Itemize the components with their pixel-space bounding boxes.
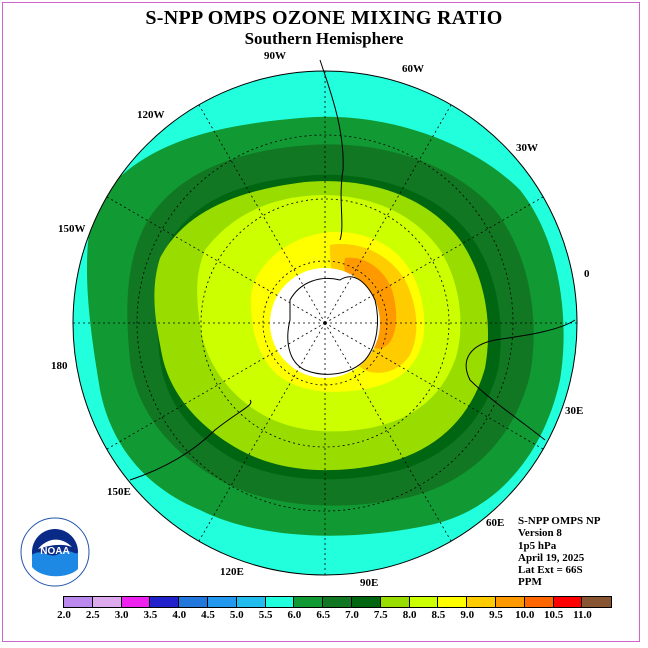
lon-label-60w: 60W [402, 63, 424, 75]
colorbar-cell [524, 597, 554, 607]
lon-label-60e: 60E [486, 517, 505, 529]
info-date: April 19, 2025 [518, 551, 585, 564]
colorbar-cell [495, 597, 525, 607]
colorbar-tick-labels: 2.0 2.5 3.0 3.5 4.0 4.5 5.0 5.5 6.0 6.5 7.0 7.5 8.0 8… [0, 609, 648, 623]
colorbar-cell [438, 597, 468, 607]
colorbar-cell [294, 597, 324, 607]
page-frame [2, 2, 640, 642]
lon-label-120w: 120W [137, 109, 165, 121]
colorbar-cell [92, 597, 122, 607]
colorbar-cell [380, 597, 410, 607]
colorbar-tick-label: 9.5 [489, 609, 503, 621]
info-panel: S-NPP OMPS NP Version 8 1p5 hPa April 19… [518, 515, 601, 589]
antarctica-coast [287, 276, 379, 375]
info-level: 1p5 hPa [518, 539, 557, 552]
africa-coast [465, 319, 576, 441]
info-instrument: S-NPP OMPS NP [518, 515, 601, 527]
info-units: PPM [518, 576, 542, 589]
colorbar-cell [150, 597, 180, 607]
colorbar-cell [409, 597, 439, 607]
colorbar-tick-label: 10.5 [543, 609, 564, 621]
colorbar-cell [323, 597, 352, 607]
australia-coast [129, 399, 252, 481]
lon-label-150w: 150W [58, 223, 86, 235]
logo-text: NOAA [40, 546, 69, 557]
south-america-coast [319, 59, 344, 241]
colorbar-tick-label: 6.0 [287, 609, 302, 621]
graticule [73, 71, 577, 575]
colorbar-tick-label: 7.5 [373, 609, 388, 621]
colorbar-tick-label: 5.5 [258, 609, 273, 621]
colorbar-tick-label: 4.0 [172, 609, 187, 621]
colorbar-cell [582, 597, 612, 607]
colorbar-cell [64, 597, 93, 607]
colorbar-tick-label: 5.0 [229, 609, 244, 621]
colorbar-cell [553, 597, 583, 607]
lon-label-90e: 90E [360, 577, 379, 589]
map-border [72, 70, 578, 576]
lon-label-180: 180 [51, 360, 68, 372]
lon-label-30e: 30E [565, 405, 584, 417]
colorbar-cell [207, 597, 237, 607]
info-lat-ext: Lat Ext = 66S [518, 564, 583, 577]
colorbar-tick-label: 3.5 [143, 609, 158, 621]
lon-label-0: 0 [584, 268, 590, 280]
map-subtitle: Southern Hemisphere [244, 29, 404, 48]
map-title: S-NPP OMPS OZONE MIXING RATIO [145, 7, 503, 29]
colorbar-tick-label: 8.5 [431, 609, 446, 621]
colorbar-tick-label: 10.0 [515, 609, 535, 621]
colorbar-tick-label: 2.5 [85, 609, 100, 621]
lon-label-90w: 90W [264, 50, 286, 62]
colorbar-cell [265, 597, 295, 607]
colorbar-tick-label: 4.5 [201, 609, 215, 621]
coastlines [129, 59, 576, 481]
colorbar-tick-label: 7.0 [345, 609, 359, 621]
lon-label-30w: 30W [516, 142, 538, 154]
colorbar-tick-label: 11.0 [573, 609, 592, 621]
colorbar-tick-label: 9.0 [460, 609, 475, 621]
info-version: Version 8 [518, 527, 562, 540]
colorbar-tick-label: 3.0 [114, 609, 129, 621]
noaa-logo-icon: NOAA [20, 517, 90, 587]
colorbar-cell [121, 597, 151, 607]
colorbar-cell [467, 597, 496, 607]
colorbar-tick-label: 8.0 [402, 609, 417, 621]
colorbar-cell [179, 597, 208, 607]
lon-label-120e: 120E [220, 566, 244, 578]
colorbar [63, 596, 613, 608]
colorbar-cell [236, 597, 266, 607]
colorbar-tick-label: 6.5 [316, 609, 331, 621]
colorbar-tick-label: 2.0 [57, 609, 71, 621]
lon-label-150e: 150E [107, 486, 131, 498]
colorbar-cell [351, 597, 381, 607]
